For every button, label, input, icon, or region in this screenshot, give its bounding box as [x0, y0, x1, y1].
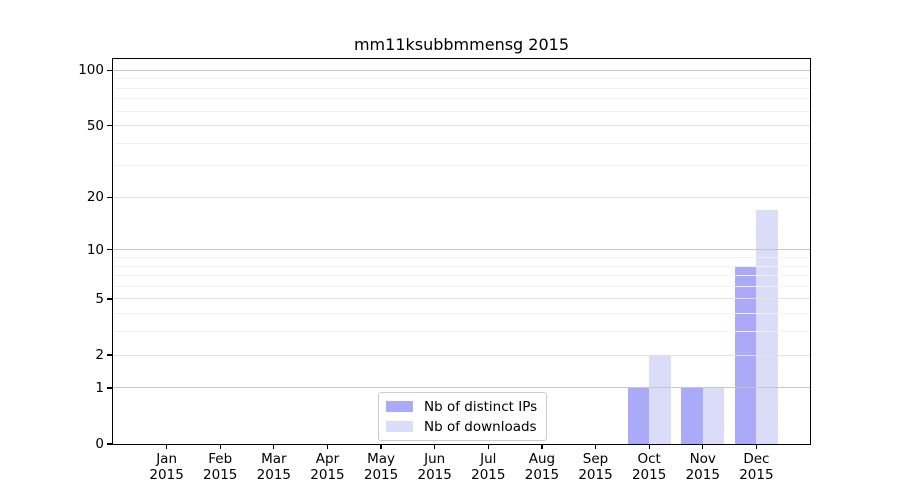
- y-tick-label: 2: [95, 347, 104, 364]
- y-tick-label: 100: [78, 62, 104, 79]
- x-tick-mark: [487, 444, 489, 449]
- x-tick-mark: [594, 444, 597, 449]
- gridline-minor: [113, 87, 810, 89]
- x-tick-mark: [326, 444, 329, 449]
- y-tick-mark: [107, 196, 112, 199]
- x-tick-label: Jul 2015: [471, 451, 506, 483]
- y-tick-label: 1: [95, 379, 104, 396]
- x-tick-label: Jan 2015: [149, 451, 184, 483]
- gridline-major: [113, 354, 810, 356]
- bar-downloads-dec: [756, 209, 778, 444]
- chart-title: mm11ksubbmmensg 2015: [353, 35, 570, 54]
- gridline-minor: [113, 331, 810, 333]
- gridline-major: [113, 249, 810, 251]
- x-tick-label: May 2015: [363, 451, 399, 483]
- y-tick-mark: [107, 298, 112, 300]
- x-tick-mark: [702, 444, 704, 449]
- plot-area: Nb of distinct IPs Nb of downloads 0 1 2 5 1…: [78, 58, 811, 483]
- legend-label-distinct-ips: Nb of distinct IPs: [424, 398, 538, 415]
- gridline-minor: [113, 98, 810, 100]
- legend-item-downloads: Nb of downloads: [386, 418, 537, 435]
- x-tick-mark: [434, 444, 436, 449]
- x-tick-mark: [273, 444, 275, 449]
- gridline-major: [113, 196, 810, 198]
- bar-downloads-oct: [649, 355, 671, 444]
- y-tick-label: 20: [86, 189, 104, 206]
- legend-swatch-downloads: [386, 421, 413, 432]
- legend-label-downloads: Nb of downloads: [424, 418, 537, 435]
- y-tick-mark: [107, 443, 112, 445]
- gridline-minor: [113, 265, 810, 267]
- x-tick-label: Mar 2015: [256, 451, 292, 483]
- x-tick-mark: [541, 444, 543, 449]
- x-tick-label: Dec 2015: [739, 451, 774, 483]
- y-tick-mark: [107, 249, 112, 251]
- bar-downloads-nov: [702, 387, 725, 444]
- y-tick-label: 0: [95, 436, 104, 452]
- x-tick-label: Sep 2015: [578, 451, 613, 483]
- gridline-minor: [113, 257, 810, 258]
- x-tick-mark: [219, 444, 221, 449]
- gridline-major: [113, 69, 810, 71]
- gridline-minor: [113, 110, 810, 112]
- gridline-minor: [113, 142, 810, 144]
- x-tick-mark: [755, 444, 758, 449]
- x-tick-label: Oct 2015: [631, 451, 667, 483]
- bar-distinct-ips-oct: [627, 387, 650, 444]
- gridline-minor: [113, 165, 810, 167]
- y-tick-label: 50: [86, 117, 104, 134]
- x-tick-label: Feb 2015: [203, 451, 238, 483]
- x-tick-mark: [380, 444, 382, 449]
- y-tick-label: 10: [86, 241, 104, 258]
- x-tick-label: Apr 2015: [310, 451, 345, 483]
- y-tick-mark: [107, 124, 112, 127]
- gridline-minor: [113, 285, 810, 287]
- x-tick-label: Aug 2015: [524, 451, 560, 483]
- gridline-major: [113, 125, 810, 127]
- gridline-minor: [113, 275, 810, 277]
- y-tick-mark: [107, 387, 112, 389]
- bar-distinct-ips-nov: [681, 387, 703, 444]
- x-tick-mark: [165, 444, 168, 449]
- y-tick-mark: [107, 69, 112, 71]
- legend-item-distinct-ips: Nb of distinct IPs: [386, 398, 537, 415]
- x-tick-mark: [648, 444, 650, 449]
- gridline-major: [113, 387, 810, 389]
- gridline-major: [113, 298, 810, 300]
- y-tick-label: 5: [95, 290, 104, 307]
- gridline-minor: [113, 78, 810, 80]
- legend: Nb of distinct IPs Nb of downloads: [378, 392, 548, 441]
- legend-swatch-distinct-ips: [386, 401, 413, 412]
- x-tick-label: Jun 2015: [417, 451, 452, 483]
- y-tick-mark: [107, 354, 112, 356]
- x-tick-label: Nov 2015: [685, 451, 720, 483]
- gridline-minor: [113, 313, 810, 315]
